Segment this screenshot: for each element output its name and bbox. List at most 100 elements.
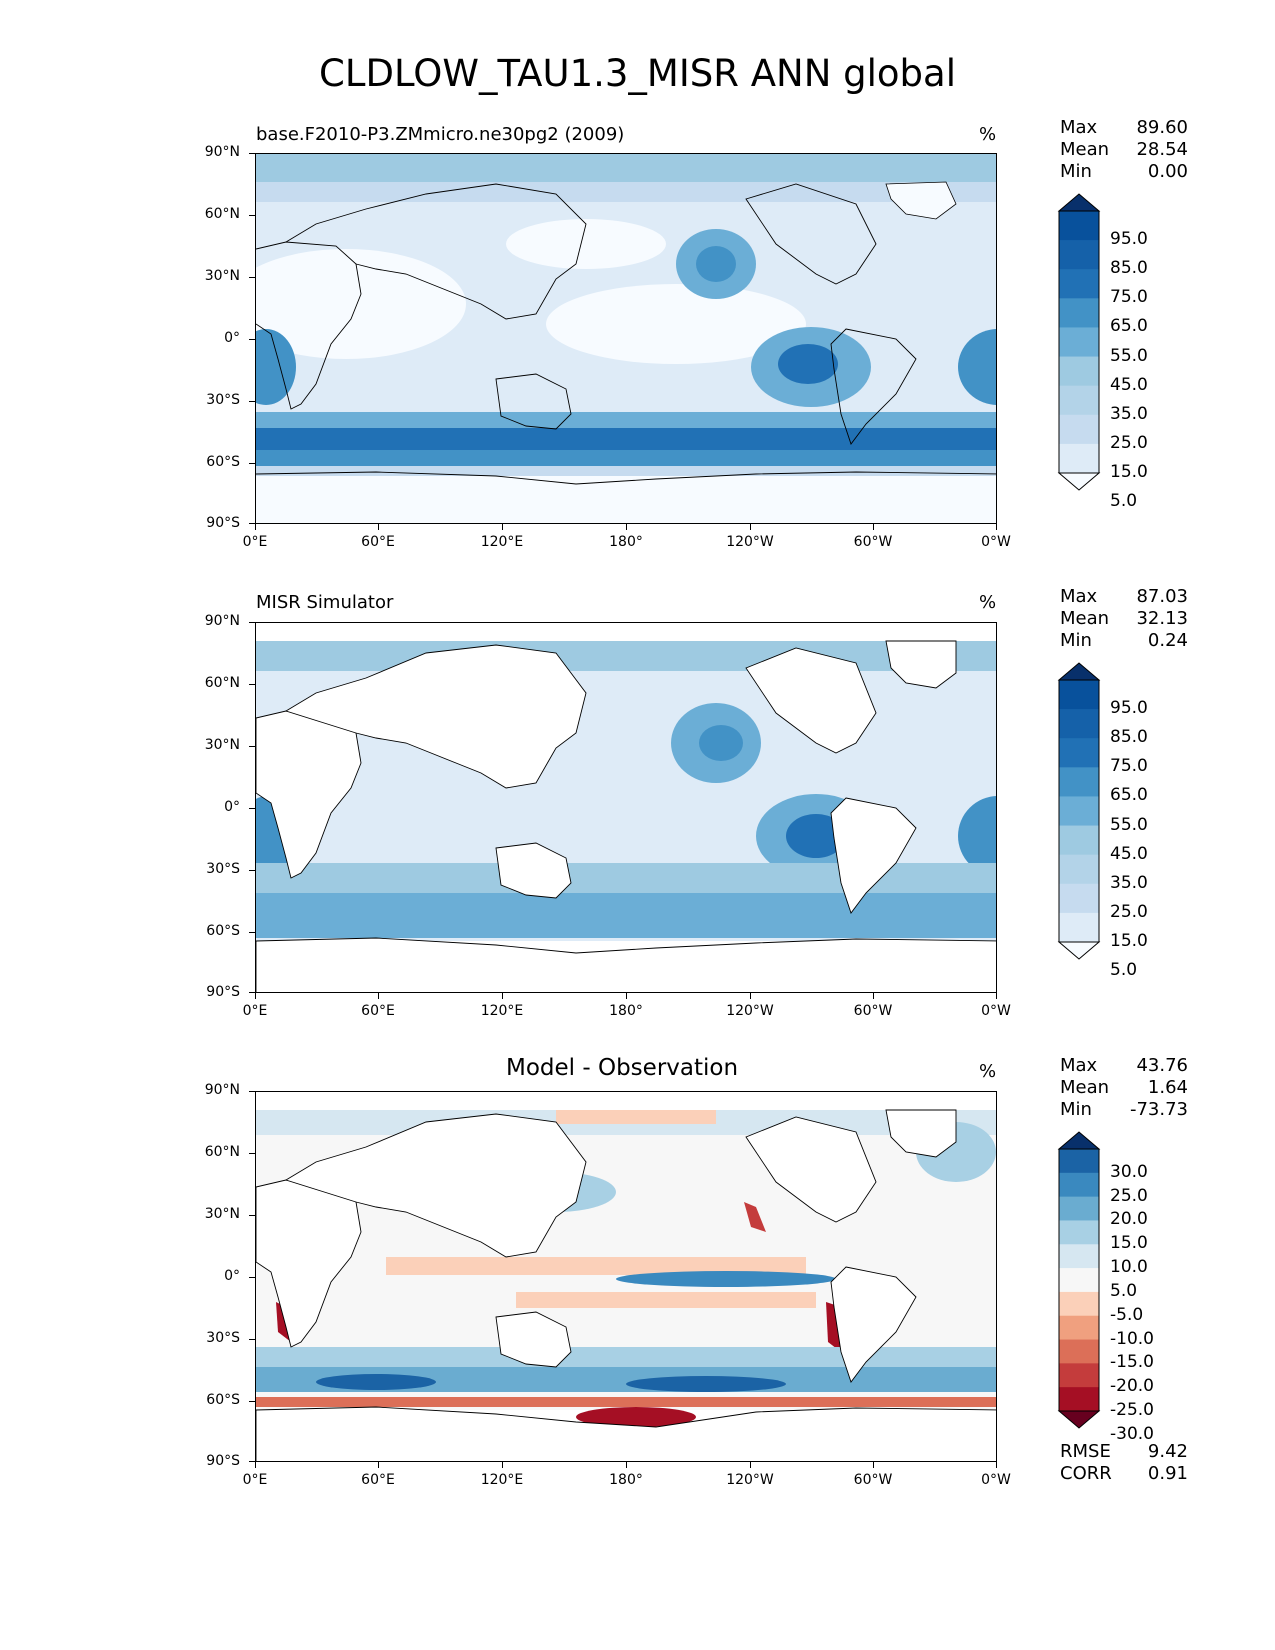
stat-value: 1.64 [1147, 1077, 1188, 1098]
lon-label: 60°E [361, 1003, 395, 1019]
stat-value: 32.13 [1136, 608, 1188, 629]
lat-label: 60°S [206, 1392, 240, 1408]
colorbar-tick-label: 75.0 [1110, 756, 1148, 777]
colorbar-band [1059, 738, 1099, 768]
colorbar [1057, 193, 1101, 491]
colorbar-tick-label: 85.0 [1110, 258, 1148, 279]
colorbar-band [1059, 1149, 1099, 1174]
lon-label: 0°E [242, 534, 268, 550]
stat-label: Mean [1060, 139, 1110, 160]
stats-box: Max 43.76 Mean 1.64 Min -73.73 [1060, 1055, 1188, 1121]
lat-label: 0° [224, 799, 240, 815]
stat-label: Mean [1060, 1077, 1110, 1098]
stat-label: RMSE [1060, 1441, 1111, 1462]
colorbar-tick-label: 55.0 [1110, 814, 1148, 835]
lat-label: 0° [224, 1268, 240, 1284]
lon-label: 120°W [726, 1003, 774, 1019]
colorbar-tick-label: -30.0 [1110, 1423, 1154, 1444]
stat-label: Max [1060, 1055, 1098, 1076]
panel-title: MISR Simulator [256, 592, 394, 613]
colorbar-tick-label: 15.0 [1110, 462, 1148, 482]
colorbar-band [1059, 1268, 1099, 1293]
colorbar-band [1059, 796, 1099, 827]
colorbar-band [1059, 883, 1099, 914]
colorbar-band [1059, 825, 1099, 856]
colorbar-band [1059, 912, 1099, 943]
colorbar-band [1059, 1339, 1099, 1364]
colorbar-tick-label: -15.0 [1110, 1352, 1154, 1373]
lon-label: 180° [609, 1472, 643, 1488]
stat-value: 0.91 [1147, 1463, 1188, 1484]
map-misr [255, 622, 997, 993]
lon-label: 180° [609, 1003, 643, 1019]
colorbar-band [1059, 767, 1099, 797]
colorbar-tick-label: 25.0 [1110, 1185, 1148, 1206]
lat-label: 30°S [206, 861, 240, 877]
stat-value: 28.54 [1136, 139, 1188, 160]
colorbar-tick-label: 35.0 [1110, 872, 1148, 893]
colorbar-tick-label: 20.0 [1110, 1209, 1148, 1230]
colorbar-extend-min [1057, 941, 1101, 960]
colorbar-tick-label: -20.0 [1110, 1376, 1154, 1397]
colorbar-band [1059, 1196, 1099, 1221]
colorbar-extend-max [1057, 193, 1101, 212]
stats-box: Max 87.03 Mean 32.13 Min 0.24 [1060, 586, 1188, 652]
stat-value: 0.24 [1147, 630, 1188, 651]
field-model [256, 154, 996, 523]
colorbar-tick-label: 85.0 [1110, 727, 1148, 748]
panel-title: Model - Observation [506, 1055, 739, 1081]
stats-box: Max 89.60 Mean 28.54 Min 0.00 [1060, 117, 1188, 183]
stat-value: 89.60 [1136, 117, 1188, 138]
lon-label: 120°E [480, 1472, 524, 1488]
lon-label: 0°W [981, 1472, 1011, 1488]
units-label: % [979, 124, 997, 145]
stat-value: 9.42 [1147, 1441, 1188, 1462]
lat-label: 0° [224, 330, 240, 346]
lat-label: 30°N [204, 1206, 240, 1222]
colorbar-band [1059, 1387, 1099, 1412]
stat-label: Max [1060, 586, 1098, 607]
lat-label: 30°S [206, 1330, 240, 1346]
colorbar-tick-label: 75.0 [1110, 287, 1148, 308]
stat-label: Min [1060, 630, 1092, 651]
lon-label: 120°W [726, 534, 774, 550]
colorbar-tick-label: 95.0 [1110, 698, 1148, 719]
colorbar-tick-label: -25.0 [1110, 1400, 1154, 1420]
colorbar-band [1059, 1291, 1099, 1317]
lat-label: 90°S [206, 984, 240, 1000]
colorbar-tick-label: 55.0 [1110, 345, 1148, 366]
lon-label: 0°E [242, 1003, 268, 1019]
colorbar-extend-min [1057, 1410, 1101, 1429]
colorbar-tick-label: 95.0 [1110, 229, 1148, 250]
colorbar-tick-label: 10.0 [1110, 1257, 1148, 1278]
colorbar-tick-label: 15.0 [1110, 931, 1148, 951]
lat-label: 30°N [204, 268, 240, 284]
lat-label: 60°S [206, 454, 240, 470]
lon-label: 0°W [981, 534, 1011, 550]
lat-label: 90°S [206, 515, 240, 531]
stat-label: Mean [1060, 608, 1110, 629]
colorbar-band [1059, 1244, 1099, 1269]
lat-label: 60°N [204, 1144, 240, 1160]
stat-label: CORR [1060, 1463, 1112, 1484]
colorbar-band [1059, 1363, 1099, 1388]
stat-label: Min [1060, 161, 1092, 182]
stat-value: 0.00 [1147, 161, 1188, 182]
lat-label: 30°S [206, 392, 240, 408]
lon-label: 0°E [242, 1472, 268, 1488]
colorbar-tick-label: 5.0 [1110, 960, 1138, 981]
lon-label: 120°W [726, 1472, 774, 1488]
units-label: % [979, 592, 997, 613]
colorbar-band [1059, 385, 1099, 416]
colorbar-band [1059, 443, 1099, 474]
colorbar-tick-label: 45.0 [1110, 843, 1148, 864]
colorbar [1057, 1131, 1101, 1429]
stat-value: 43.76 [1136, 1055, 1188, 1076]
colorbar-frame [1058, 210, 1100, 474]
lon-label: 60°E [361, 1472, 395, 1488]
field-misr [256, 623, 996, 992]
stat-label: Max [1060, 117, 1098, 138]
colorbar-extend-max [1057, 1131, 1101, 1150]
lat-label: 90°N [204, 144, 240, 160]
colorbar-band [1059, 1220, 1099, 1245]
